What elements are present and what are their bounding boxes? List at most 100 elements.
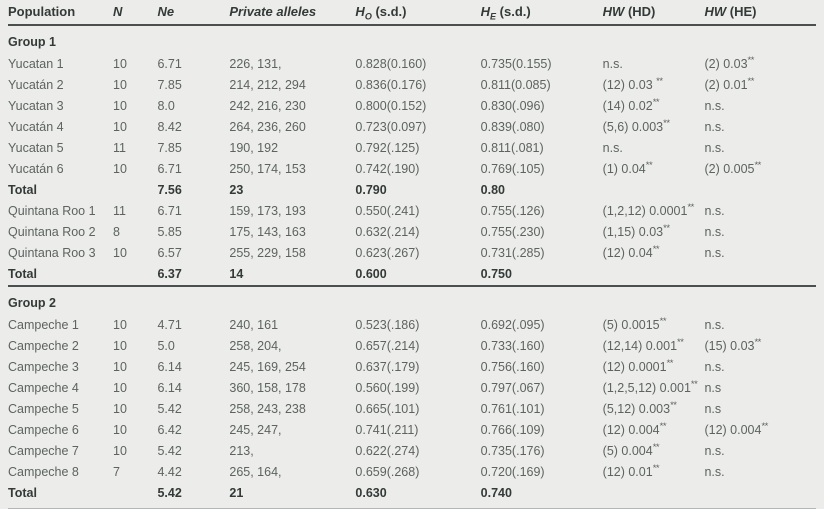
cell-ne: 4.71 <box>157 318 182 332</box>
cell-private-alleles: 214, 212, 294 <box>229 78 306 92</box>
cell-he-sd: 0.769(.105) <box>480 162 545 176</box>
cell-n: 11 <box>113 141 127 155</box>
cell-ne: 6.14 <box>157 360 182 374</box>
total-row: Total 6.37 14 0.600 0.750 <box>8 264 816 286</box>
cell-population: Yucatán 2 <box>8 78 64 92</box>
cell-hw-he <box>704 264 816 286</box>
cell-n: 10 <box>113 360 127 374</box>
cell-private-alleles: 250, 174, 153 <box>229 162 306 176</box>
cell-he-sd: 0.766(.109) <box>480 423 545 437</box>
cell-private-alleles: 360, 158, 178 <box>229 381 306 395</box>
section-header-group-1: Group 1 <box>8 25 816 54</box>
cell-hw-hd: (12) 0.004** <box>602 420 667 437</box>
cell-n: 10 <box>113 444 127 458</box>
cell-hw-he: n.s. <box>704 99 725 113</box>
table-row: Yucatán 2 10 7.85 214, 212, 294 0.836(0.176)… <box>8 75 816 96</box>
column-header-ho-sd: HO (s.d.) <box>355 4 481 26</box>
cell-ho-sd: 0.800(0.152) <box>355 99 427 113</box>
cell-n: 10 <box>113 120 127 134</box>
cell-hw-hd: (5,6) 0.003** <box>602 117 670 134</box>
cell-private-alleles: 23 <box>229 183 244 197</box>
column-header-he-sd: HE (s.d.) <box>480 4 603 26</box>
cell-n: 10 <box>113 78 127 92</box>
cell-ne: 5.0 <box>157 339 175 353</box>
cell-ho-sd: 0.792(.125) <box>355 141 420 155</box>
cell-population: Yucatan 5 <box>8 141 64 155</box>
cell-he-sd: 0.740 <box>480 486 512 500</box>
cell-hw-hd: n.s. <box>602 57 623 71</box>
cell-he-sd: 0.811(0.085) <box>480 78 551 92</box>
cell-private-alleles: 264, 236, 260 <box>229 120 306 134</box>
cell-hw-he: n.s. <box>704 318 725 332</box>
cell-ne: 4.42 <box>157 465 182 479</box>
cell-private-alleles: 226, 131, <box>229 57 282 71</box>
cell-ho-sd: 0.659(.268) <box>355 465 420 479</box>
cell-private-alleles: 175, 143, 163 <box>229 225 306 239</box>
cell-hw-hd <box>603 483 705 504</box>
cell-ne: 6.14 <box>157 381 182 395</box>
cell-ho-sd: 0.657(.214) <box>355 339 420 353</box>
cell-hw-hd: (5) 0.004** <box>602 441 660 458</box>
section-title: Group 2 <box>8 285 816 315</box>
cell-hw-he: (2) 0.03** <box>704 54 754 71</box>
cell-private-alleles: 240, 161 <box>229 318 279 332</box>
cell-hw-hd: (5,12) 0.003** <box>602 399 677 416</box>
cell-population: Yucatán 6 <box>8 162 64 176</box>
cell-hw-he: (2) 0.01** <box>704 75 754 92</box>
table-row: Campeche 3 10 6.14 245, 169, 254 0.637(.179)… <box>8 357 816 378</box>
cell-ho-sd: 0.828(0.160) <box>355 57 427 71</box>
table-row: Campeche 4 10 6.14 360, 158, 178 0.560(.199)… <box>8 378 816 399</box>
table-row: Campeche 1 10 4.71 240, 161 0.523(.186) 0.692… <box>8 315 816 336</box>
cell-n: 10 <box>113 246 127 260</box>
cell-private-alleles: 21 <box>229 486 244 500</box>
cell-ne: 5.42 <box>157 486 182 500</box>
table-row: Yucatán 4 10 8.42 264, 236, 260 0.723(0.097)… <box>8 117 816 138</box>
cell-he-sd: 0.750 <box>480 267 512 281</box>
cell-he-sd: 0.735(.176) <box>480 444 545 458</box>
table-row: Yucatan 5 11 7.85 190, 192 0.792(.125) 0.811(… <box>8 138 816 159</box>
cell-ho-sd: 0.600 <box>355 267 387 281</box>
table-row: Quintana Roo 1 11 6.71 159, 173, 193 0.550(.… <box>8 201 816 222</box>
table-row: Campeche 7 10 5.42 213, 0.622(.274) 0.735(.17… <box>8 441 816 462</box>
cell-ho-sd: 0.836(0.176) <box>355 78 427 92</box>
cell-ne: 6.71 <box>157 162 182 176</box>
cell-ne: 8.42 <box>157 120 182 134</box>
table-row: Quintana Roo 3 10 6.57 255, 229, 158 0.623(.… <box>8 243 816 264</box>
cell-ho-sd: 0.630 <box>355 486 387 500</box>
cell-n: 7 <box>113 465 120 479</box>
cell-n: 8 <box>113 225 120 239</box>
cell-hw-hd: (12) 0.03 ** <box>602 75 663 92</box>
cell-hw-hd: (1,15) 0.03** <box>602 222 670 239</box>
cell-hw-he <box>704 483 816 504</box>
cell-private-alleles: 245, 169, 254 <box>229 360 306 374</box>
cell-ne: 7.56 <box>157 183 182 197</box>
cell-private-alleles: 258, 243, 238 <box>229 402 306 416</box>
table-row: Campeche 2 10 5.0 258, 204, 0.657(.214) 0.733… <box>8 336 816 357</box>
cell-population: Quintana Roo 3 <box>8 246 96 260</box>
cell-ho-sd: 0.723(0.097) <box>355 120 427 134</box>
cell-he-sd: 0.720(.169) <box>480 465 545 479</box>
cell-private-alleles: 159, 173, 193 <box>229 204 306 218</box>
cell-hw-hd: (1,2,12) 0.0001** <box>602 201 695 218</box>
cell-population: Campeche 2 <box>8 339 79 353</box>
cell-ho-sd: 0.560(.199) <box>355 381 420 395</box>
column-header-private-alleles: Private alleles <box>229 4 356 26</box>
cell-ho-sd: 0.550(.241) <box>355 204 420 218</box>
cell-population: Campeche 7 <box>8 444 79 458</box>
table-header-row: Population N Ne Private alleles HO (s.d.) HE … <box>8 4 816 26</box>
cell-population: Campeche 8 <box>8 465 79 479</box>
cell-hw-he: (12) 0.004** <box>704 420 768 437</box>
cell-he-sd: 0.731(.285) <box>480 246 545 260</box>
cell-private-alleles: 14 <box>229 267 244 281</box>
cell-n: 10 <box>113 57 127 71</box>
column-header-ne: Ne <box>157 4 230 26</box>
cell-ne: 6.42 <box>157 423 182 437</box>
cell-n: 10 <box>113 339 127 353</box>
section-header-group-2: Group 2 <box>8 285 816 315</box>
cell-hw-he: n.s. <box>704 444 725 458</box>
cell-hw-hd: (1,2,5,12) 0.001** <box>602 378 698 395</box>
cell-ho-sd: 0.637(.179) <box>355 360 420 374</box>
cell-n: 10 <box>113 381 127 395</box>
cell-ne: 6.71 <box>157 57 182 71</box>
column-header-n: N <box>113 4 158 26</box>
